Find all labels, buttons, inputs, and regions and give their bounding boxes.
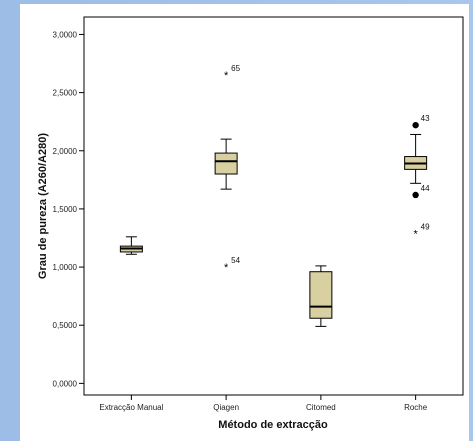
outlier-label: 54 (231, 256, 240, 265)
outlier-label: 44 (421, 184, 430, 193)
box-group: 43 44 *49 (404, 114, 430, 240)
outlier-star: * (413, 228, 418, 240)
box-group (119, 236, 143, 255)
outlier-label: 43 (421, 114, 430, 123)
x-tick-label: Roche (404, 403, 428, 412)
outlier-circle (412, 121, 419, 129)
x-axis: Extracção Manual Qiagen Citomed Roche (99, 395, 428, 412)
y-tick-label: 2,0000 (53, 147, 78, 156)
outlier-star: * (224, 262, 229, 274)
y-tick-label: 3,0000 (53, 30, 78, 39)
boxplot-chart: 0,0000 0,5000 1,0000 1,5000 2,0000 2,5000 3,00… (37, 16, 464, 431)
plot-area (83, 16, 464, 396)
box (309, 271, 333, 319)
y-axis-title: Grau de pureza (A260/A280) (37, 133, 49, 279)
outlier-label: 49 (421, 222, 430, 231)
x-tick-label: Extracção Manual (99, 403, 163, 412)
y-axis: 0,0000 0,5000 1,0000 1,5000 2,0000 2,5000 3,00… (53, 30, 84, 388)
chart-panel: 0,0000 0,5000 1,0000 1,5000 2,0000 2,5000 3,00… (20, 4, 469, 441)
outlier-label: 65 (231, 64, 240, 73)
y-tick-label: 0,0000 (53, 379, 78, 388)
y-tick-label: 2,5000 (53, 89, 78, 98)
box-group: *65*54 (214, 64, 241, 274)
y-tick-label: 1,0000 (53, 263, 78, 272)
y-tick-label: 1,5000 (53, 205, 78, 214)
outlier-star: * (224, 70, 229, 82)
box-group (309, 265, 333, 327)
outlier-circle (412, 191, 419, 199)
x-axis-title: Método de extracção (218, 419, 328, 431)
y-tick-label: 0,5000 (53, 321, 78, 330)
box (214, 152, 238, 175)
x-tick-label: Qiagen (213, 403, 239, 412)
x-tick-label: Citomed (306, 403, 336, 412)
